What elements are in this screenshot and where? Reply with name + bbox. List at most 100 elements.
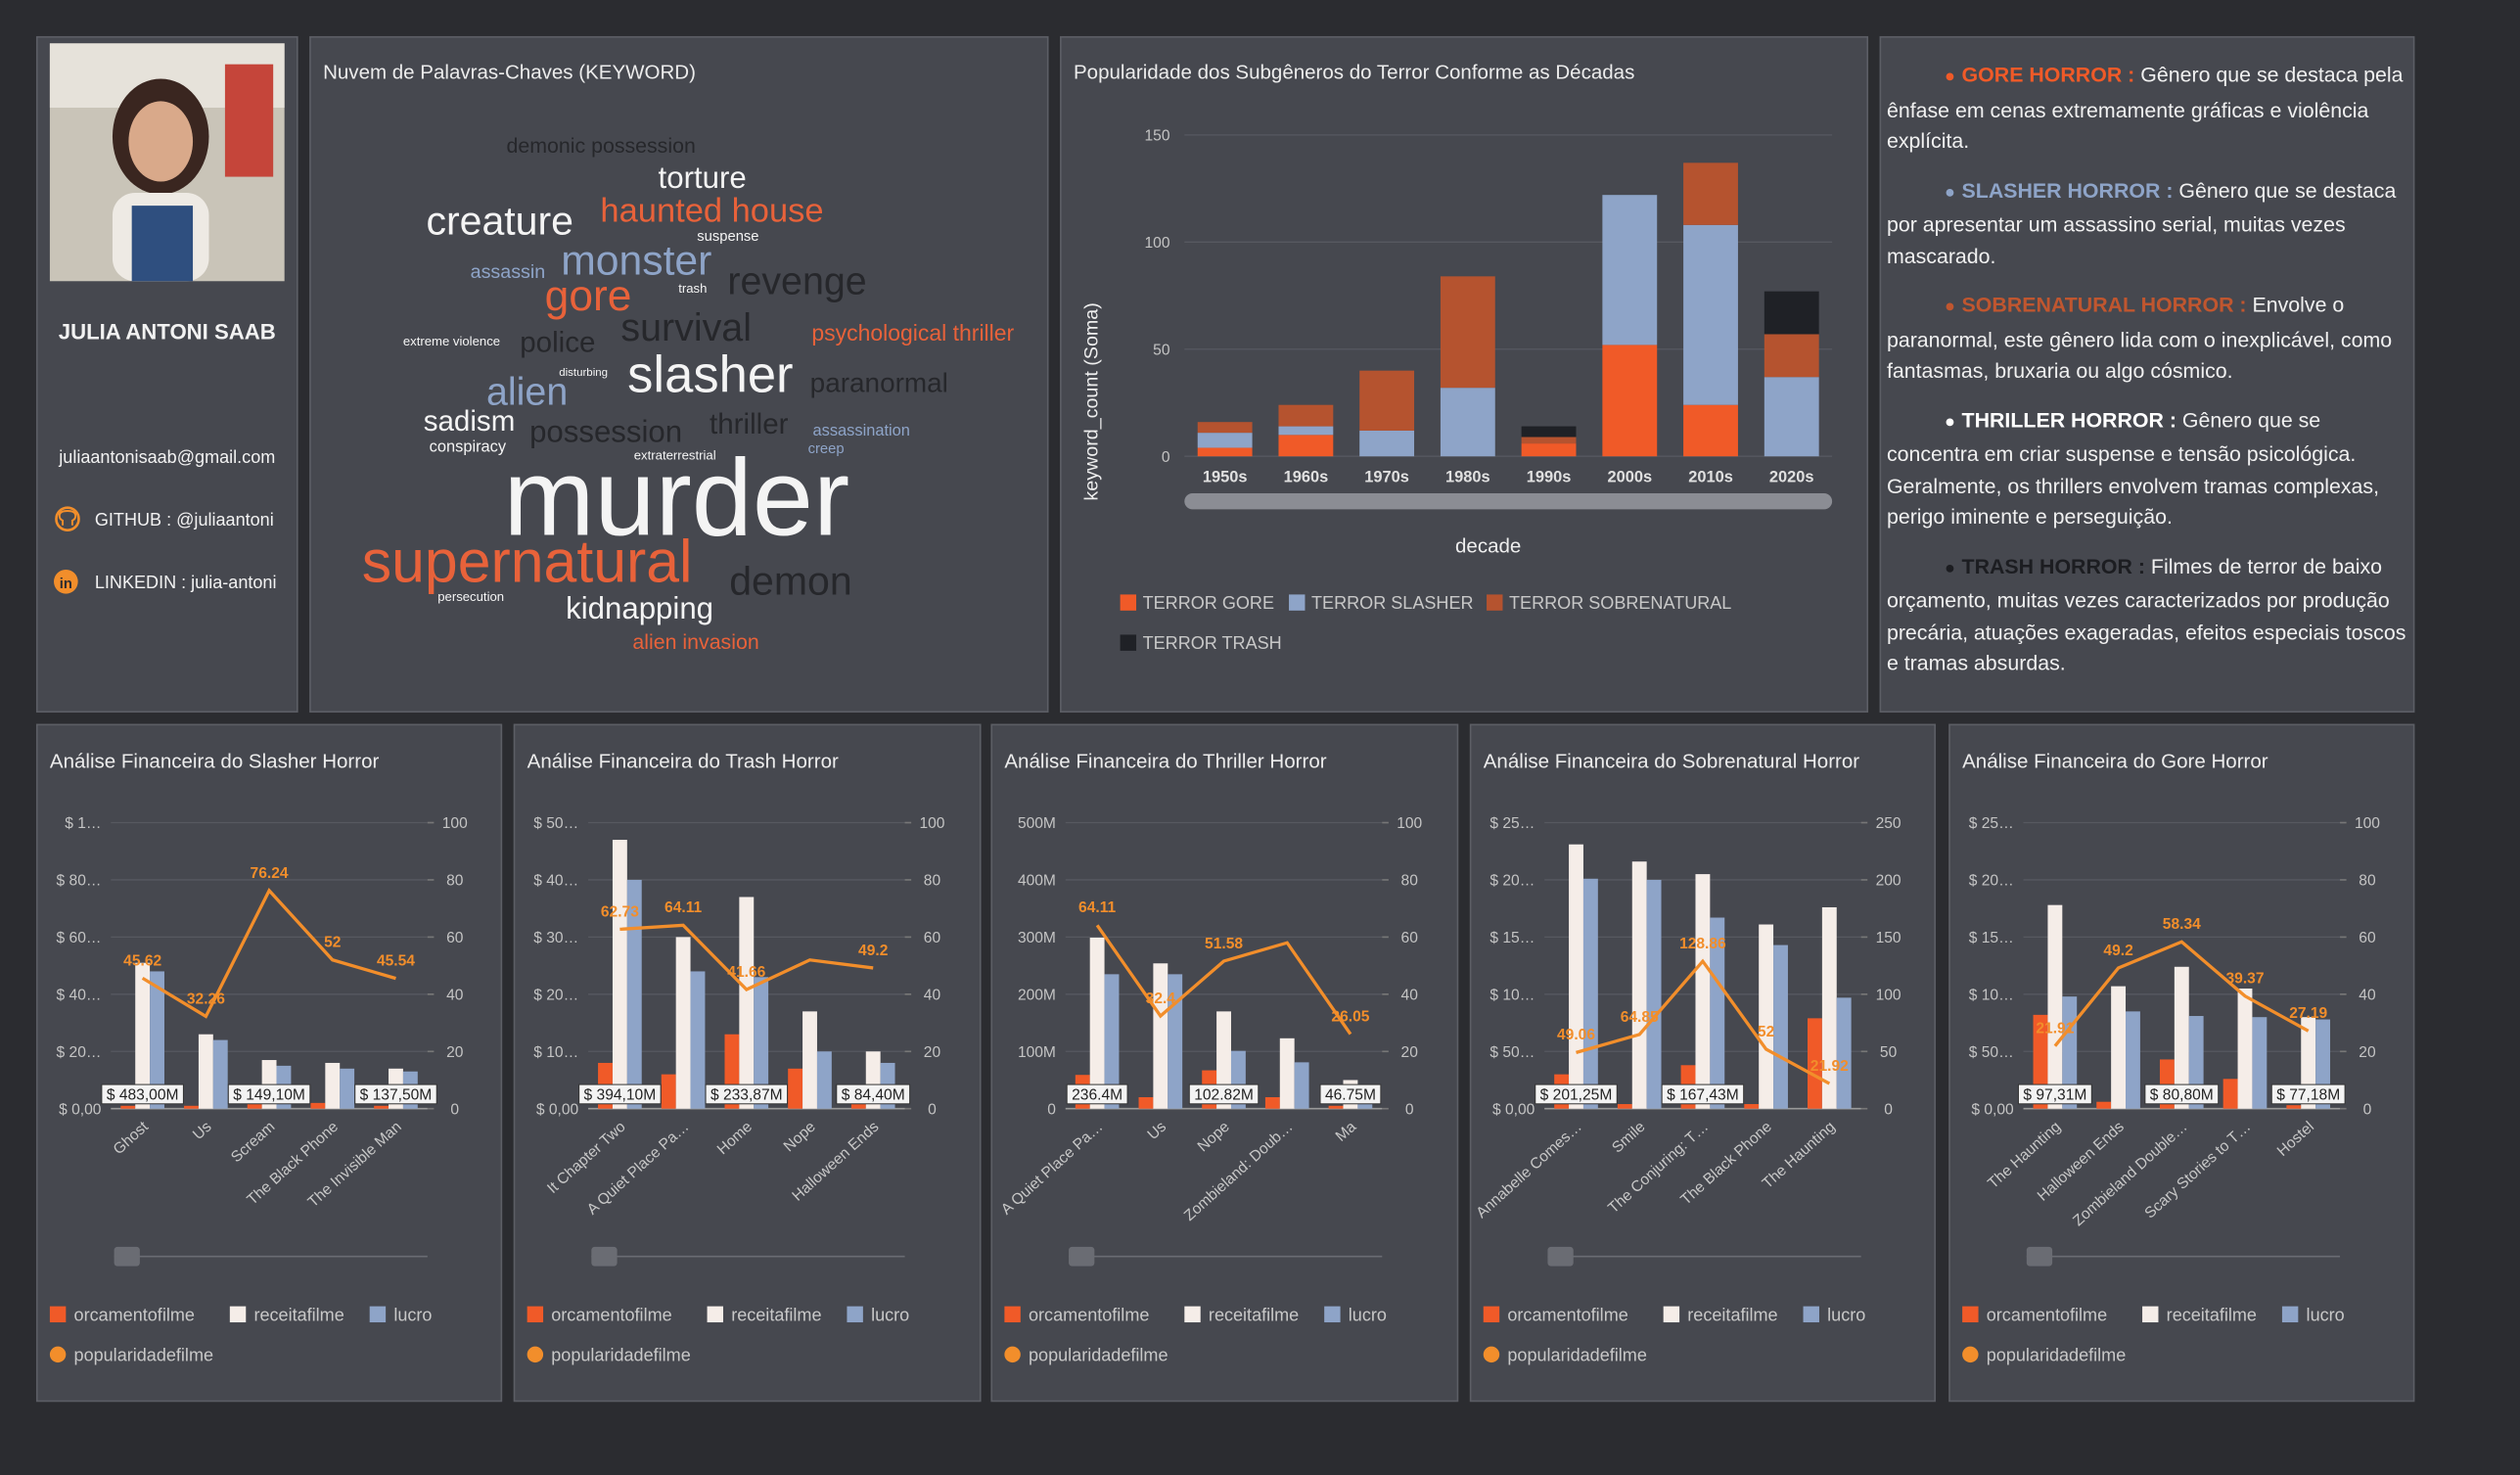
annotation: $ 80,80M — [2150, 1087, 2214, 1104]
bar-segment — [1440, 388, 1495, 457]
genre-description: ● GORE HORROR : Gênero que se destaca pel… — [1887, 60, 2407, 157]
data-label: 64.11 — [664, 899, 702, 916]
bar — [1153, 963, 1168, 1109]
y-tick-label: $ 0,00 — [536, 1101, 579, 1118]
legend-swatch — [2142, 1306, 2159, 1323]
linkedin-link[interactable]: LINKEDIN : julia-antoni — [95, 573, 277, 592]
annotation: 236.4M — [1072, 1087, 1123, 1104]
annotation-box — [2270, 1083, 2346, 1105]
legend-label: lucro — [1827, 1305, 1865, 1324]
genre-description: ● SLASHER HORROR : Gênero que se destaca … — [1887, 174, 2407, 271]
bar-segment — [1521, 443, 1577, 457]
bar — [1569, 844, 1583, 1109]
legend-swatch — [369, 1306, 387, 1323]
bar-segment — [1683, 404, 1738, 457]
y-tick-label: $ 20… — [533, 988, 578, 1004]
legend-swatch — [1803, 1306, 1819, 1323]
word: creature — [426, 199, 573, 244]
bar — [212, 1039, 228, 1109]
y-tick-label: $ 1… — [65, 815, 101, 832]
wordcloud-title: Nuvem de Palavras-Chaves (KEYWORD) — [323, 61, 696, 83]
y-tick-label: $ 50… — [533, 815, 578, 832]
genre-title: TRASH HORROR : — [1961, 553, 2145, 578]
data-label: 21.92 — [1810, 1058, 1849, 1075]
legend-swatch — [1487, 594, 1503, 611]
data-label: 52 — [1758, 1024, 1775, 1040]
chart-title: Popularidade dos Subgêneros do Terror Co… — [1074, 61, 1634, 83]
y-tick-label: $ 15… — [1969, 930, 2014, 946]
bar — [247, 1102, 262, 1109]
bar — [690, 971, 706, 1109]
legend-label: lucro — [871, 1305, 909, 1324]
y-tick-label: $ 50… — [1969, 1044, 2014, 1061]
x-tick-label: 1960s — [1284, 468, 1329, 485]
legend-label: popularidadefilme — [1987, 1345, 2126, 1364]
annotation-box — [578, 1083, 662, 1105]
legend-swatch — [1004, 1346, 1021, 1363]
bar — [2286, 1105, 2302, 1109]
y2-tick-label: 0 — [928, 1101, 937, 1118]
word: slasher — [627, 346, 793, 404]
annotation-box — [705, 1083, 789, 1105]
annotation-box — [1319, 1083, 1382, 1105]
y-tick-label: $ 60… — [57, 930, 102, 946]
bar — [1631, 861, 1647, 1109]
bar-segment — [1764, 291, 1819, 335]
y2-tick-label: 80 — [1401, 873, 1419, 890]
y-tick-label: 0 — [1162, 449, 1170, 466]
chart-title: Análise Financeira do Slasher Horror — [50, 751, 380, 773]
genre-description: ● TRASH HORROR : Filmes de terror de baix… — [1887, 550, 2407, 678]
data-label: 41.66 — [727, 964, 765, 981]
github-link[interactable]: GITHUB : @juliaantoni — [95, 510, 274, 530]
word: possession — [529, 414, 682, 448]
data-label: 64.11 — [1078, 899, 1116, 916]
profile-email[interactable]: juliaantonisaab@gmail.com — [58, 447, 275, 467]
y2-tick-label: 50 — [1880, 1044, 1898, 1061]
bar — [1328, 1105, 1344, 1109]
legend-label: TERROR GORE — [1143, 593, 1274, 613]
profile-name: JULIA ANTONI SAAB — [59, 319, 276, 344]
line — [1095, 924, 1352, 1036]
legend-label: orcamentofilme — [1987, 1305, 2107, 1324]
chart-title: Análise Financeira do Thriller Horror — [1004, 751, 1326, 773]
legend-label: TERROR SLASHER — [1311, 593, 1473, 613]
bar — [374, 1105, 389, 1109]
bar-segment — [1683, 224, 1738, 405]
genre-title: SLASHER HORROR : — [1961, 177, 2174, 203]
y-tick-label: $ 15… — [1489, 930, 1535, 946]
bar-segment — [1521, 426, 1577, 438]
legend-label: TERROR TRASH — [1143, 633, 1282, 653]
genre-description: ● SOBRENATURAL HORROR : Envolve o paranor… — [1887, 289, 2407, 386]
y2-tick-label: 100 — [1397, 815, 1422, 832]
bar — [2222, 1079, 2238, 1109]
y-tick-label: $ 30… — [533, 930, 578, 946]
annotation-box — [836, 1083, 911, 1105]
legend-label: receitafilme — [253, 1305, 344, 1324]
bar — [184, 1105, 199, 1109]
legend-swatch — [527, 1346, 544, 1363]
y2-tick-label: 250 — [1876, 815, 1901, 832]
bar — [198, 1034, 213, 1109]
genre-text: Envolve o paranormal, este gênero lida c… — [1886, 292, 2393, 383]
legend-label: popularidadefilme — [74, 1345, 213, 1364]
y2-tick-label: 60 — [1401, 930, 1419, 946]
descriptions-panel — [1879, 35, 2415, 714]
y2-tick-label: 0 — [450, 1101, 459, 1118]
word: torture — [659, 161, 747, 195]
y2-tick-label: 40 — [446, 988, 464, 1004]
annotation: 102.82M — [1194, 1087, 1254, 1104]
genre-description: ● THRILLER HORROR : Gênero que se concent… — [1887, 404, 2407, 532]
legend-label: receitafilme — [1687, 1305, 1777, 1324]
legend-swatch — [1324, 1306, 1341, 1323]
y2-tick-label: 20 — [924, 1044, 941, 1061]
word: extraterrestrial — [634, 447, 716, 462]
word: kidnapping — [566, 591, 713, 625]
y-tick-label: 100 — [1145, 235, 1170, 252]
word: supernatural — [362, 528, 693, 594]
bar-segment — [1197, 433, 1253, 448]
word: sadism — [424, 405, 516, 438]
legend-swatch — [1962, 1346, 1979, 1363]
word: extreme violence — [403, 334, 500, 348]
bar-segment — [1197, 422, 1253, 434]
